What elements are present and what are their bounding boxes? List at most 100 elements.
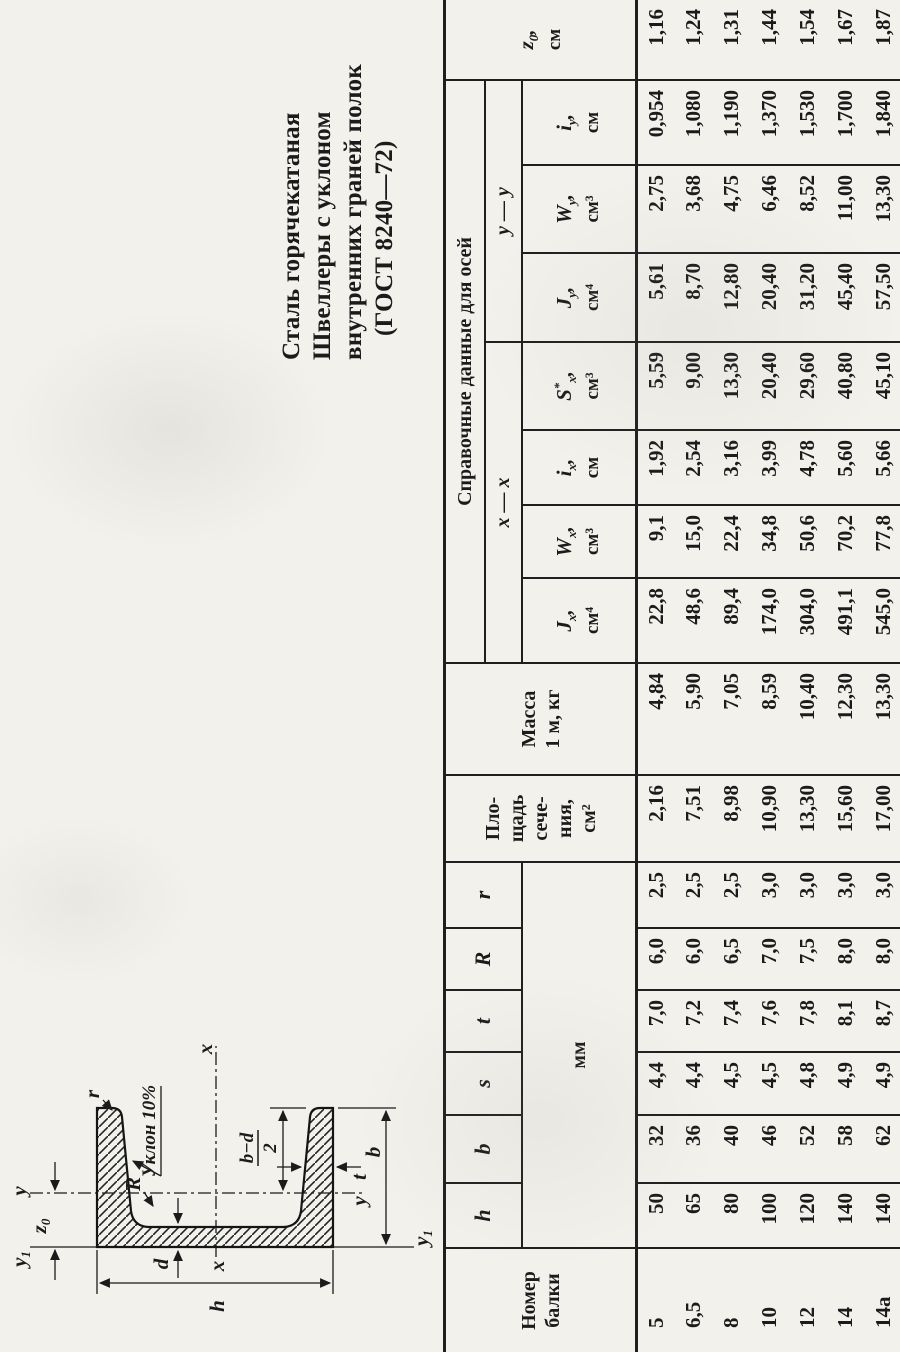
cell-Jy: 20,40	[750, 253, 789, 342]
cell-ix: 3,16	[712, 430, 751, 505]
cell-A: 2,16	[636, 775, 675, 862]
cell-Sx: 29,60	[788, 342, 827, 430]
group-header-axis-x: x — x	[484, 342, 522, 663]
cell-R: 8,0	[826, 928, 865, 990]
cell-m: 13,30	[864, 663, 900, 775]
cell-Jx: 48,6	[674, 578, 713, 663]
cell-r: 3,0	[864, 862, 900, 928]
cell-h: 50	[636, 1183, 675, 1248]
figure-label-slope: Уклон 10%	[139, 1085, 160, 1177]
cell-Jy: 5,61	[636, 253, 675, 342]
cell-iy: 0,954	[636, 79, 675, 165]
figure-label-z0: z0	[27, 1218, 53, 1234]
cell-r: 2,5	[712, 862, 751, 928]
table-row: 5 50 32 4,4 7,0 6,0 2,5 2,16 4,84 22,8 9,1 1,92 5,59…	[636, 0, 675, 1352]
cell-t: 8,1	[826, 990, 865, 1052]
cell-R: 8,0	[864, 928, 900, 990]
col-header-mass: Масса 1 м, кг	[444, 663, 637, 775]
cell-m: 5,90	[674, 663, 713, 775]
cell-Wx: 15,0	[674, 505, 713, 578]
cell-iy: 1,080	[674, 79, 713, 165]
cell-Wy: 4,75	[712, 165, 751, 253]
cell-A: 10,90	[750, 775, 789, 862]
table-body: 5 50 32 4,4 7,0 6,0 2,5 2,16 4,84 22,8 9,1 1,92 5,59…	[636, 0, 900, 1352]
cell-Wx: 70,2	[826, 505, 865, 578]
cell-m: 7,05	[712, 663, 751, 775]
title-line-1: Сталь горячекатаная	[278, 112, 305, 360]
channel-section-figure: h d z0 b b−d 2 t Уклон 10% R r	[7, 1044, 435, 1312]
cell-h: 140	[864, 1183, 900, 1248]
cell-iy: 1,700	[826, 79, 865, 165]
cell-z0: 1,31	[712, 0, 751, 80]
title-line-4: (ГОСТ 8240—72)	[371, 140, 398, 336]
cell-A: 8,98	[712, 775, 751, 862]
cell-Wy: 8,52	[788, 165, 827, 253]
cell-h: 100	[750, 1183, 789, 1248]
col-header-t: t	[444, 990, 522, 1052]
cell-Sx: 9,00	[674, 342, 713, 430]
cell-Wx: 77,8	[864, 505, 900, 578]
cell-Jx: 174,0	[750, 578, 789, 663]
cell-num: 14	[826, 1248, 865, 1352]
cell-m: 8,59	[750, 663, 789, 775]
cell-s: 4,9	[826, 1052, 865, 1115]
cell-t: 7,8	[788, 990, 827, 1052]
cell-num: 14а	[864, 1248, 900, 1352]
channel-sortament-table: Номер балки h b s t R r Пло- щадь сече- …	[443, 0, 900, 1352]
cell-z0: 1,67	[826, 0, 865, 80]
cell-Sx: 40,80	[826, 342, 865, 430]
cell-A: 15,60	[826, 775, 865, 862]
table-row: 14 140 58 4,9 8,1 8,0 3,0 15,60 12,30 491,1 70,2 5,…	[826, 0, 865, 1352]
figure-label-frac-num: b−d	[237, 1132, 258, 1163]
cell-h: 120	[788, 1183, 827, 1248]
table-row: 14а 140 62 4,9 8,7 8,0 3,0 17,00 13,30 545,0 77,8 5…	[864, 0, 900, 1352]
cell-Jx: 304,0	[788, 578, 827, 663]
col-header-Jx: Jx, см⁴	[521, 578, 637, 663]
table-row: 10 100 46 4,5 7,6 7,0 3,0 10,90 8,59 174,0 34,8 3,9…	[750, 0, 789, 1352]
cell-s: 4,4	[636, 1052, 675, 1115]
cell-t: 7,2	[674, 990, 713, 1052]
figure-label-frac-den: 2	[260, 1143, 281, 1154]
col-header-area: Пло- щадь сече- ния, см²	[444, 775, 637, 862]
title-line-3: внутренних граней полок	[340, 64, 367, 360]
cell-Wx: 22,4	[712, 505, 751, 578]
cell-r: 3,0	[750, 862, 789, 928]
figure-label-d: d	[149, 1258, 173, 1269]
cell-h: 80	[712, 1183, 751, 1248]
figure-label-R: R	[121, 1177, 145, 1192]
col-header-z0: z0, см	[444, 0, 637, 80]
cell-s: 4,5	[712, 1052, 751, 1115]
cell-R: 7,0	[750, 928, 789, 990]
cell-b: 62	[864, 1115, 900, 1183]
cell-num: 10	[750, 1248, 789, 1352]
cell-z0: 1,54	[788, 0, 827, 80]
cell-R: 7,5	[788, 928, 827, 990]
col-header-Sx: S*x, см³	[521, 342, 637, 430]
cell-Jy: 12,80	[712, 253, 751, 342]
cell-r: 2,5	[636, 862, 675, 928]
cell-m: 12,30	[826, 663, 865, 775]
col-header-Wy: Wy, см³	[521, 165, 637, 253]
cell-ix: 5,60	[826, 430, 865, 505]
figure-label-t: t	[347, 1173, 371, 1180]
cell-Sx: 13,30	[712, 342, 751, 430]
cell-z0: 1,44	[750, 0, 789, 80]
cell-t: 8,7	[864, 990, 900, 1052]
table-row: 6,5 65 36 4,4 7,2 6,0 2,5 7,51 5,90 48,6 15,0 2,54 9…	[674, 0, 713, 1352]
cell-s: 4,9	[864, 1052, 900, 1115]
page-title: Сталь горячекатаная Швеллеры с уклоном в…	[276, 64, 400, 360]
cell-b: 40	[712, 1115, 751, 1183]
col-header-s: s	[444, 1052, 522, 1115]
cell-Wy: 11,00	[826, 165, 865, 253]
cell-Wy: 13,30	[864, 165, 900, 253]
cell-A: 13,30	[788, 775, 827, 862]
cell-Jx: 89,4	[712, 578, 751, 663]
col-header-h: h	[444, 1183, 522, 1248]
col-header-Wx: Wx, см³	[521, 505, 637, 578]
figure-label-r: r	[80, 1089, 104, 1098]
cell-r: 3,0	[788, 862, 827, 928]
cell-iy: 1,190	[712, 79, 751, 165]
cell-z0: 1,16	[636, 0, 675, 80]
